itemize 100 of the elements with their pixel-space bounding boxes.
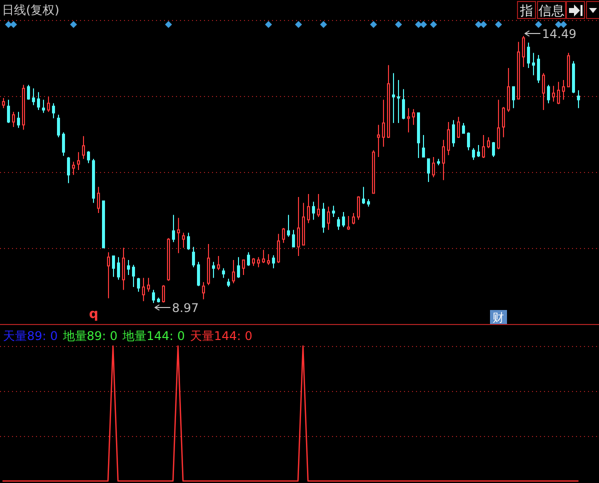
- candlestick: [537, 54, 540, 84]
- candlestick: [357, 196, 360, 220]
- candlestick: [572, 60, 575, 94]
- candlestick: [402, 88, 405, 120]
- candlestick: [267, 254, 270, 266]
- candlestick: [102, 200, 105, 248]
- candlestick: [222, 268, 225, 278]
- candlestick: [287, 214, 290, 238]
- candlestick: [277, 233, 280, 264]
- candlestick: [392, 72, 395, 124]
- candlestick: [377, 124, 380, 158]
- candlestick: [247, 252, 250, 266]
- candlestick: [262, 249, 265, 264]
- candlestick: [382, 99, 385, 148]
- candlestick: [142, 277, 145, 302]
- chart-title: 日线(复权): [2, 3, 60, 17]
- candlestick: [312, 201, 315, 220]
- candlestick: [522, 36, 525, 68]
- candlestick: [237, 256, 240, 278]
- candlestick: [127, 260, 130, 276]
- candlestick: [87, 150, 90, 164]
- candlestick: [462, 122, 465, 134]
- candlestick: [347, 215, 350, 230]
- candlestick: [562, 80, 565, 100]
- candlestick: [117, 256, 120, 280]
- candlestick: [22, 84, 25, 130]
- candlestick: [502, 106, 505, 138]
- candlestick: [302, 202, 305, 246]
- candlestick: [147, 277, 150, 292]
- candlestick: [272, 254, 275, 269]
- candlestick: [77, 152, 80, 171]
- candlestick: [367, 198, 370, 208]
- candlestick: [507, 68, 510, 112]
- candlestick: [282, 227, 285, 244]
- candlestick: [327, 206, 330, 230]
- candlestick: [57, 114, 60, 138]
- candlestick: [167, 238, 170, 282]
- candlestick: [232, 260, 235, 284]
- candlestick: [547, 84, 550, 104]
- candlestick: [192, 246, 195, 268]
- legend-label: 地量144: 0: [122, 329, 185, 343]
- candlestick: [322, 202, 325, 234]
- candlestick: [182, 232, 185, 248]
- candlestick: [207, 243, 210, 286]
- candlestick: [447, 121, 450, 156]
- candlestick: [27, 84, 30, 100]
- candlestick: [37, 92, 40, 110]
- candlestick: [7, 99, 10, 124]
- candlestick: [472, 148, 475, 160]
- candlestick: [317, 194, 320, 218]
- candlestick: [552, 85, 555, 102]
- candlestick: [542, 72, 545, 110]
- candlestick: [2, 97, 5, 109]
- candlestick: [467, 132, 470, 151]
- candlestick: [512, 86, 515, 109]
- candlestick: [252, 258, 255, 266]
- candlestick: [492, 142, 495, 158]
- candlestick: [452, 120, 455, 148]
- candlestick: [297, 196, 300, 257]
- candlestick: [132, 264, 135, 288]
- candlestick: [242, 260, 245, 276]
- candlestick: [42, 99, 45, 114]
- text: 信息: [538, 4, 564, 19]
- candlestick: [202, 282, 205, 300]
- text: 指: [519, 4, 533, 19]
- candlestick: [217, 256, 220, 271]
- candlestick: [152, 289, 155, 304]
- candlestick: [442, 139, 445, 181]
- candlestick: [162, 284, 165, 303]
- candlestick: [517, 41, 520, 100]
- candlestick: [497, 99, 500, 150]
- candlestick: [47, 96, 50, 112]
- candlestick: [487, 136, 490, 149]
- text: 财: [492, 310, 504, 324]
- legend-label: 天量89: 0: [3, 329, 58, 343]
- candlestick: [482, 134, 485, 159]
- candlestick: [12, 111, 15, 128]
- candlestick: [82, 136, 85, 160]
- candlestick: [557, 81, 560, 105]
- candlestick: [432, 156, 435, 178]
- candlestick: [307, 194, 310, 224]
- candlestick: [122, 247, 125, 290]
- candlestick: [532, 52, 535, 76]
- candlestick: [17, 111, 20, 128]
- legend-label: 地量89: 0: [62, 329, 118, 343]
- candlestick: [137, 277, 140, 292]
- candlestick: [112, 256, 115, 278]
- candlestick: [412, 108, 415, 126]
- candlestick: [352, 212, 355, 225]
- candlestick: [107, 252, 110, 299]
- annotation: 14.49: [542, 27, 576, 41]
- candlestick: [292, 229, 295, 248]
- candlestick: [157, 297, 160, 303]
- candlestick: [567, 52, 570, 88]
- candlestick: [372, 150, 375, 194]
- candlestick: [422, 134, 425, 158]
- candlestick: [397, 80, 400, 124]
- candlestick: [332, 205, 335, 218]
- candlestick: [362, 186, 365, 204]
- candlestick: [417, 112, 420, 159]
